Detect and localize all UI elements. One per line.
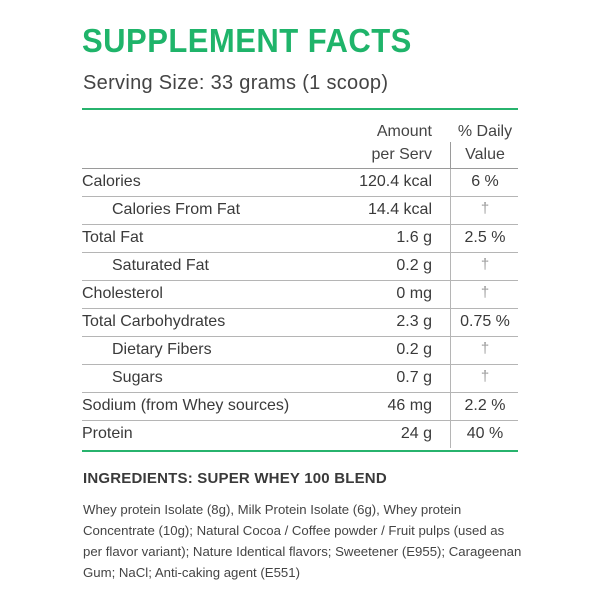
- row-amount: 0 mg: [396, 285, 432, 302]
- table-row: Calories From Fat 14.4 kcal †: [82, 197, 518, 225]
- dagger-icon: †: [480, 284, 490, 301]
- column-divider: [450, 225, 451, 252]
- dagger-icon: †: [480, 340, 490, 357]
- row-amount: 1.6 g: [396, 229, 432, 246]
- column-divider: [450, 281, 451, 308]
- table-row: Sugars 0.7 g †: [82, 365, 518, 393]
- row-daily-value: 0.75 %: [460, 313, 510, 330]
- column-divider: [450, 309, 451, 336]
- row-name: Total Carbohydrates: [82, 313, 226, 330]
- column-divider: [450, 253, 451, 280]
- nutrition-table: Amount per Serv % Daily Value Calories 1…: [82, 110, 518, 448]
- row-daily-value: 2.2 %: [464, 397, 506, 414]
- row-name: Sodium (from Whey sources): [82, 397, 290, 414]
- row-daily-value: 40 %: [466, 425, 504, 442]
- row-daily-value: 2.5 %: [464, 229, 506, 246]
- row-amount: 46 mg: [387, 397, 432, 414]
- column-divider: [450, 421, 451, 448]
- column-divider: [450, 337, 451, 364]
- row-amount: 120.4 kcal: [359, 173, 432, 190]
- row-name: Cholesterol: [82, 285, 163, 302]
- row-amount: 24 g: [400, 425, 432, 442]
- daily-value-column-header: % Daily Value: [452, 120, 518, 166]
- ingredients-heading: INGREDIENTS: SUPER WHEY 100 BLEND: [83, 470, 387, 487]
- top-divider: [82, 108, 518, 110]
- amount-column-header: Amount per Serv: [312, 120, 432, 166]
- row-daily-value: 6 %: [471, 173, 499, 190]
- row-amount: 14.4 kcal: [367, 201, 432, 218]
- table-row: Protein 24 g 40 %: [82, 421, 518, 448]
- daily-header-line1: % Daily: [457, 123, 513, 140]
- column-divider: [450, 169, 451, 196]
- row-amount: 2.3 g: [396, 313, 432, 330]
- row-name: Sugars: [112, 369, 163, 386]
- table-header: Amount per Serv % Daily Value: [82, 110, 518, 169]
- serving-size: Serving Size: 33 grams (1 scoop): [83, 72, 389, 94]
- dagger-icon: †: [480, 256, 490, 273]
- row-name: Calories From Fat: [112, 201, 241, 218]
- table-row: Cholesterol 0 mg †: [82, 281, 518, 309]
- daily-header-line2: Value: [465, 146, 505, 163]
- row-name: Total Fat: [82, 229, 144, 246]
- column-divider: [450, 365, 451, 392]
- row-name: Calories: [82, 173, 141, 190]
- table-row: Total Fat 1.6 g 2.5 %: [82, 225, 518, 253]
- column-divider: [450, 142, 451, 168]
- amount-header-line2: per Serv: [371, 146, 432, 163]
- row-name: Saturated Fat: [112, 257, 209, 274]
- table-row: Dietary Fibers 0.2 g †: [82, 337, 518, 365]
- dagger-icon: †: [480, 200, 490, 217]
- table-row: Calories 120.4 kcal 6 %: [82, 169, 518, 197]
- table-row: Total Carbohydrates 2.3 g 0.75 %: [82, 309, 518, 337]
- amount-header-line1: Amount: [376, 123, 432, 140]
- column-divider: [450, 393, 451, 420]
- page-title: SUPPLEMENT FACTS: [82, 22, 412, 59]
- dagger-icon: †: [480, 368, 490, 385]
- table-row: Saturated Fat 0.2 g †: [82, 253, 518, 281]
- row-amount: 0.2 g: [396, 257, 432, 274]
- row-name: Protein: [82, 425, 133, 442]
- row-amount: 0.7 g: [396, 369, 432, 386]
- row-name: Dietary Fibers: [112, 341, 212, 358]
- table-row: Sodium (from Whey sources) 46 mg 2.2 %: [82, 393, 518, 421]
- bottom-divider: [82, 450, 518, 452]
- column-divider: [450, 197, 451, 224]
- ingredients-text: Whey protein Isolate (8g), Milk Protein …: [83, 502, 522, 580]
- row-amount: 0.2 g: [396, 341, 432, 358]
